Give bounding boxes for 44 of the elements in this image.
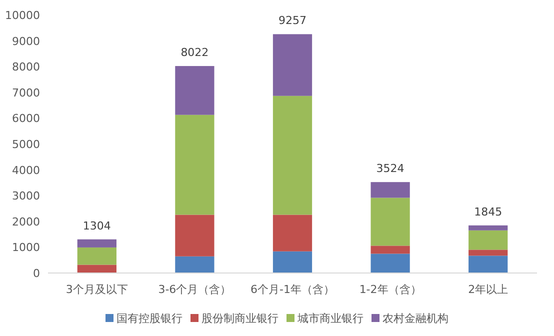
bar [77,247,116,265]
total-label: 8022 [180,46,209,60]
x-tick-label: 3个月及以下 [66,283,128,296]
bar [272,34,312,96]
legend-label: 农村金融机构 [382,312,448,325]
y-tick-label: 9000 [12,34,40,48]
legend-label: 国有控股银行 [116,312,182,325]
bar [468,230,508,250]
legend-label: 城市商业银行 [296,312,364,325]
bar [175,66,214,115]
bar [468,256,508,273]
bar [370,254,410,273]
y-tick-label: 0 [33,267,40,280]
y-tick-label: 8000 [12,60,40,74]
bar [175,114,214,215]
bar [370,246,410,254]
bar [370,182,410,198]
y-tick-label: 10000 [5,9,40,22]
total-label: 9257 [278,14,306,28]
y-tick-label: 1000 [12,241,40,254]
y-tick-label: 6000 [12,112,40,126]
y-tick-label: 7000 [12,86,40,100]
bar [468,250,508,256]
y-tick-label: 2000 [12,215,40,228]
bar [175,256,214,273]
y-tick-label: 3000 [12,190,40,203]
total-label: 1304 [82,219,111,232]
x-tick-label: 2年以上 [468,283,508,296]
bar [77,239,116,248]
bar [468,225,508,230]
bar [272,214,312,252]
bar [370,198,410,246]
bar [272,96,312,215]
total-label: 1845 [474,205,502,218]
x-tick-label: 1-2年（含） [359,283,422,296]
bar [77,264,116,273]
y-tick-label: 4000 [12,164,40,177]
y-tick-label: 5000 [12,138,40,151]
legend-label: 股份制商业银行 [202,312,278,325]
x-tick-label: 3-6个月（含） [158,283,232,296]
total-label: 3524 [376,162,404,176]
x-tick-label: 6个月-1年（含） [250,283,334,296]
bar [272,251,312,273]
bar [175,214,214,256]
